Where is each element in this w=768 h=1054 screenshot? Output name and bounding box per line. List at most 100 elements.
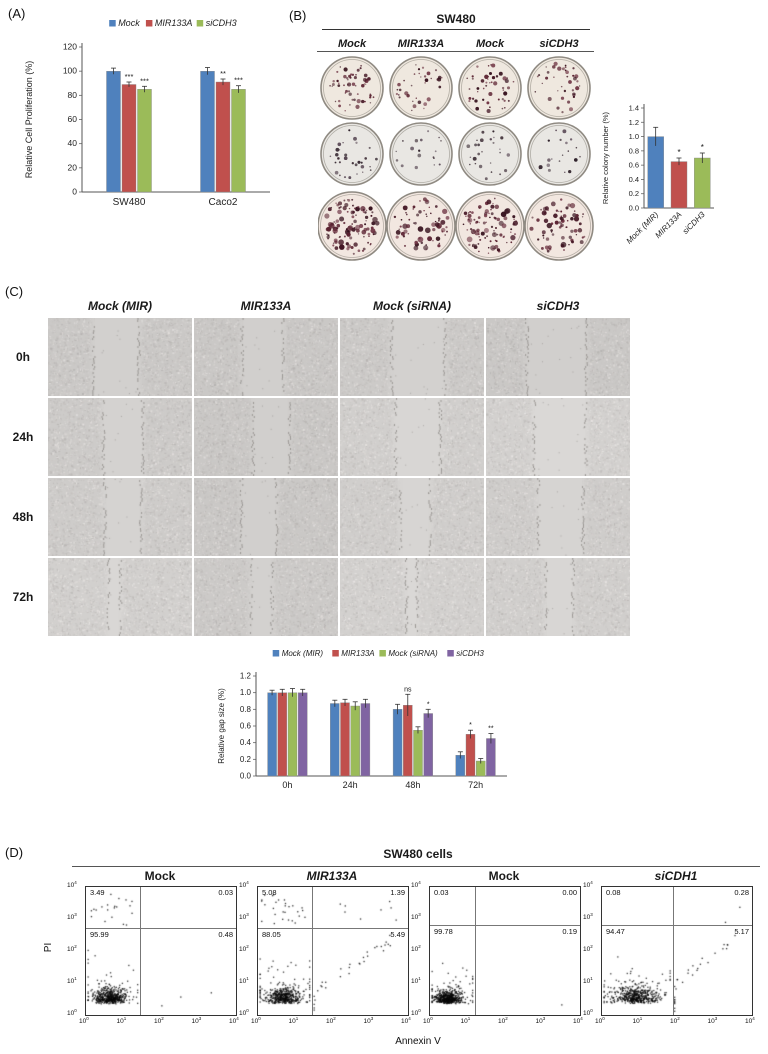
svg-text:siCDH3: siCDH3	[681, 210, 707, 236]
flow-scatter	[258, 887, 408, 1015]
wound-image	[340, 478, 484, 556]
flow-plot: 0.03 0.00 99.78 0.19	[429, 886, 581, 1016]
svg-text:MIR133A: MIR133A	[155, 18, 193, 28]
svg-text:0.6: 0.6	[629, 161, 639, 170]
svg-text:ns: ns	[404, 686, 412, 693]
x-axis-tick-label: 100	[423, 1016, 433, 1026]
svg-text:0.0: 0.0	[240, 772, 252, 781]
flow-plot-title: MIR133A	[306, 869, 358, 883]
x-axis-tick-label: 104	[229, 1016, 239, 1026]
colony-dishes-svg	[317, 56, 594, 261]
x-axis-tick-label: 102	[326, 1016, 336, 1026]
quadrant-ur-value: 0.03	[218, 888, 233, 897]
gap-chart-svg: 0.0 0.2 0.4 0.6 0.8 1.0 1.2 Relative gap size (…	[217, 649, 507, 790]
quadrant-vline	[140, 887, 141, 1015]
y-axis-tick-label: 100	[67, 1008, 77, 1018]
y-axis-tick-label: 103	[583, 912, 593, 922]
svg-text:0.2: 0.2	[240, 755, 252, 764]
y-axis-tick-label: 102	[411, 944, 421, 954]
flow-plot: 5.08 1.39 88.05 5.49	[257, 886, 409, 1016]
wound-image	[486, 478, 630, 556]
panel-d-label: (D)	[5, 845, 24, 860]
y-axis-tick-label: 104	[411, 880, 421, 890]
svg-text:0.6: 0.6	[240, 722, 252, 731]
svg-text:24h: 24h	[343, 780, 358, 790]
x-axis-tick-label: 103	[535, 1016, 546, 1026]
y-axis-tick-label: 101	[411, 976, 421, 986]
svg-text:*: *	[469, 722, 472, 729]
flow-scatter	[430, 887, 580, 1015]
quadrant-lr-value: 5.17	[734, 927, 749, 936]
panel-b-col-header: Mock	[455, 38, 525, 52]
svg-text:*: *	[427, 701, 430, 708]
quadrant-hline	[258, 928, 408, 929]
wound-image	[486, 558, 630, 636]
flow-plot-title: Mock	[144, 869, 176, 883]
quadrant-ll-value: 94.47	[606, 927, 625, 936]
svg-text:*: *	[701, 143, 704, 152]
svg-text:0.4: 0.4	[240, 738, 252, 747]
panel-c-row-label: 0h	[15, 350, 30, 364]
panel-c-col-header: Mock (MIR)	[88, 299, 152, 313]
svg-text:100: 100	[63, 66, 77, 76]
y-axis-tick-label: 101	[239, 976, 249, 986]
y-axis-tick-label: 104	[583, 880, 593, 890]
svg-text:0.8: 0.8	[240, 705, 252, 714]
proliferation-chart: 0 20 40 60 80 100 120 Relative Cell Proliferati…	[18, 14, 288, 239]
x-axis-tick-label: 103	[707, 1016, 718, 1026]
wound-image	[194, 318, 338, 396]
svg-text:40: 40	[68, 138, 78, 148]
quadrant-hline	[430, 925, 580, 926]
svg-text:***: ***	[125, 72, 134, 81]
wound-image	[486, 398, 630, 476]
svg-text:1.0: 1.0	[629, 132, 639, 141]
quadrant-vline	[673, 887, 674, 1015]
quadrant-lr-value: 5.49	[390, 930, 405, 939]
wound-image	[194, 558, 338, 636]
y-axis-tick-label: 100	[411, 1008, 421, 1018]
svg-text:***: ***	[140, 76, 149, 85]
svg-text:Relative gap size (%): Relative gap size (%)	[217, 688, 226, 764]
y-axis-tick-label: 103	[239, 912, 249, 922]
flow-scatter	[86, 887, 236, 1015]
panel-a-label: (A)	[8, 6, 26, 21]
colony-dish-grid	[317, 54, 598, 287]
svg-text:Mock (siRNA): Mock (siRNA)	[388, 649, 438, 658]
panel-c-col-header: MIR133A	[240, 299, 292, 313]
svg-text:20: 20	[68, 162, 78, 172]
quadrant-lr-value: 0.19	[562, 927, 577, 936]
svg-text:1.0: 1.0	[240, 688, 252, 697]
panel-b-col-header: MIR133A	[386, 38, 456, 52]
panel-b-col-header: siCDH3	[524, 38, 594, 52]
svg-text:1.4: 1.4	[629, 104, 639, 113]
wound-image	[340, 398, 484, 476]
wound-image	[340, 318, 484, 396]
x-axis-tick-label: 101	[632, 1016, 643, 1026]
panel-c-label: (C)	[5, 284, 24, 299]
svg-text:1.2: 1.2	[240, 672, 252, 681]
svg-text:Relative Cell Proliferation (%: Relative Cell Proliferation (%)	[24, 61, 34, 179]
panel-c-col-header: Mock (siRNA)	[372, 299, 451, 313]
proliferation-chart-svg: 0 20 40 60 80 100 120 Relative Cell Proliferati…	[24, 18, 270, 208]
x-axis-label: Annexin V	[395, 1036, 441, 1047]
x-axis-tick-label: 100	[79, 1016, 89, 1026]
svg-text:Mock (MIR): Mock (MIR)	[282, 649, 324, 658]
panel-b-label: (B)	[289, 8, 307, 23]
wound-image	[48, 478, 192, 556]
panel-c-row-label: 72h	[12, 590, 34, 604]
panel-b-col-header: Mock	[317, 38, 387, 52]
x-axis-tick-label: 101	[116, 1016, 127, 1026]
y-axis-tick-label: 103	[67, 912, 77, 922]
quadrant-ul-value: 5.08	[262, 888, 277, 897]
quadrant-ll-value: 95.99	[90, 930, 109, 939]
x-axis-tick-label: 101	[288, 1016, 299, 1026]
svg-text:Relative colony number (%): Relative colony number (%)	[601, 111, 610, 204]
svg-text:SW480: SW480	[113, 197, 146, 208]
svg-text:48h: 48h	[405, 780, 420, 790]
quadrant-lr-value: 0.48	[218, 930, 233, 939]
y-axis-tick-label: 100	[583, 1008, 593, 1018]
svg-text:**: **	[488, 726, 494, 733]
x-axis-tick-label: 103	[363, 1016, 374, 1026]
svg-text:72h: 72h	[468, 780, 483, 790]
x-axis-tick-label: 103	[191, 1016, 202, 1026]
